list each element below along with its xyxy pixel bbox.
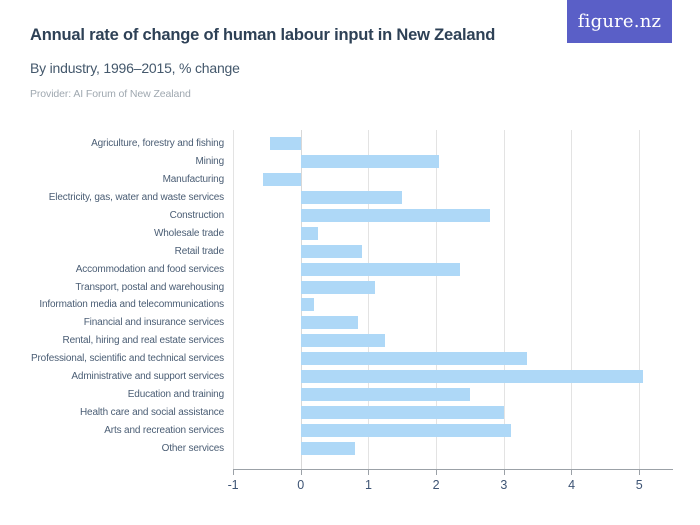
axis-tick <box>503 470 505 475</box>
bar <box>300 441 355 455</box>
bar-row <box>233 171 673 189</box>
bar <box>300 298 315 312</box>
bar <box>300 423 511 437</box>
bar <box>300 370 643 384</box>
bar-row <box>233 314 673 332</box>
bar <box>263 173 301 187</box>
axis-tick <box>571 470 573 475</box>
bars <box>233 135 673 457</box>
bar <box>300 226 318 240</box>
category-labels: Agriculture, forestry and fishing Mining M… <box>0 135 224 457</box>
category-label: Professional, scientific and technical s… <box>30 353 224 365</box>
category-label: Wholesale trade <box>153 227 224 239</box>
page-title: Annual rate of change of human labour in… <box>30 26 496 44</box>
bar-row <box>233 332 673 350</box>
bar-row <box>233 439 673 457</box>
bar <box>300 316 359 330</box>
plot-area: -1 0 1 2 3 4 5 <box>228 130 673 492</box>
bar-row <box>233 421 673 439</box>
bar <box>300 405 504 419</box>
category-label: Arts and recreation services <box>104 424 224 436</box>
category-label: Health care and social assistance <box>79 406 224 418</box>
bar <box>300 244 362 258</box>
bar-row <box>233 242 673 260</box>
bar-row <box>233 189 673 207</box>
bar-row <box>233 350 673 368</box>
category-label: Other services <box>161 442 225 454</box>
gridline <box>571 130 573 469</box>
bar-row <box>233 153 673 171</box>
bar <box>300 209 491 222</box>
bar <box>300 191 403 205</box>
bar-row <box>233 385 673 403</box>
category-label: Construction <box>169 210 224 221</box>
gridline <box>436 130 438 469</box>
axis-tick <box>300 470 302 475</box>
axis-tick <box>233 470 234 475</box>
bar <box>300 155 440 169</box>
category-label: Rental, hiring and real estate services <box>62 335 225 347</box>
axis-tick-label: 3 <box>500 478 508 492</box>
bar-row <box>233 135 673 153</box>
gridline <box>233 130 234 469</box>
category-label: Retail trade <box>174 245 224 257</box>
bar <box>300 280 376 294</box>
bar <box>300 387 470 401</box>
category-label: Accommodation and food services <box>75 263 224 275</box>
category-label: Transport, postal and warehousing <box>75 281 224 293</box>
bar-row <box>233 224 673 242</box>
category-label: Administrative and support services <box>71 371 224 383</box>
gridline <box>368 130 370 469</box>
category-label: Agriculture, forestry and fishing <box>91 138 224 150</box>
provider-note: Provider: AI Forum of New Zealand <box>30 88 191 100</box>
axis-tick-label: 4 <box>568 478 575 492</box>
axis-tick <box>368 470 370 475</box>
bar <box>300 334 386 348</box>
category-label: Mining <box>195 156 224 168</box>
axis-tick <box>436 470 438 475</box>
axis-tick-label: 0 <box>297 478 305 492</box>
axis-tick-label: 2 <box>432 478 440 492</box>
axis-tick-label: 1 <box>364 478 372 492</box>
bar-row <box>233 368 673 386</box>
axis-tick <box>639 470 641 475</box>
chart-subtitle: By industry, 1996–2015, % change <box>30 60 240 76</box>
category-label: Information media and telecommunications <box>39 299 224 311</box>
bar-row <box>233 278 673 296</box>
figure-nz-logo-text: figure.nz <box>577 11 662 32</box>
gridline <box>639 130 641 469</box>
bar <box>300 262 460 276</box>
bar-row <box>233 260 673 278</box>
bar-row <box>233 403 673 421</box>
category-label: Electricity, gas, water and waste servic… <box>48 192 224 204</box>
gridline <box>503 130 505 469</box>
category-label: Financial and insurance services <box>83 317 224 329</box>
axis-tick-label: -1 <box>227 478 239 492</box>
axis-tick-label: 5 <box>635 478 643 492</box>
category-label: Manufacturing <box>162 174 225 186</box>
figure-nz-logo[interactable]: figure.nz <box>567 0 672 43</box>
bar-row <box>233 296 673 314</box>
bar-row <box>233 207 673 225</box>
bar <box>270 137 301 151</box>
category-label: Education and training <box>127 388 224 400</box>
bar <box>300 352 528 366</box>
